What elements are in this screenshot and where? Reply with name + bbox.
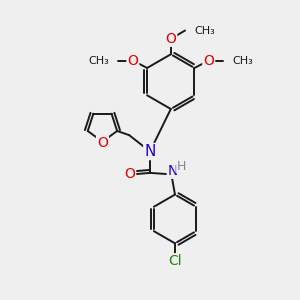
- Text: N: N: [168, 164, 178, 178]
- Text: O: O: [165, 32, 176, 46]
- Text: CH₃: CH₃: [195, 26, 215, 35]
- Text: CH₃: CH₃: [88, 56, 109, 65]
- Text: O: O: [97, 136, 108, 150]
- Text: O: O: [203, 53, 214, 68]
- Text: O: O: [124, 167, 135, 182]
- Text: CH₃: CH₃: [232, 56, 253, 65]
- Text: N: N: [144, 144, 156, 159]
- Text: O: O: [128, 53, 138, 68]
- Text: Cl: Cl: [168, 254, 182, 268]
- Text: H: H: [177, 160, 187, 173]
